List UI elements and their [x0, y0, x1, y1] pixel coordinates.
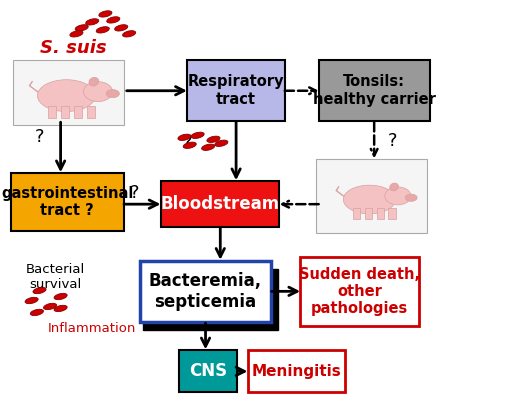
- Text: Bacterial
survival: Bacterial survival: [26, 263, 85, 291]
- Text: CNS: CNS: [189, 362, 227, 380]
- Bar: [376, 209, 384, 219]
- Text: Respiratory
tract: Respiratory tract: [188, 74, 284, 107]
- Ellipse shape: [37, 80, 95, 111]
- Text: ?: ?: [388, 132, 397, 150]
- Ellipse shape: [86, 19, 99, 25]
- Ellipse shape: [385, 187, 411, 205]
- Text: ?: ?: [182, 134, 192, 152]
- Bar: [365, 209, 372, 219]
- Ellipse shape: [207, 136, 220, 142]
- FancyBboxPatch shape: [143, 269, 278, 330]
- Text: S. suis: S. suis: [40, 39, 106, 57]
- Text: Tonsils:
healthy carrier: Tonsils: healthy carrier: [313, 74, 436, 107]
- Ellipse shape: [54, 293, 67, 300]
- Ellipse shape: [115, 25, 128, 31]
- Bar: [87, 105, 95, 117]
- Ellipse shape: [44, 303, 56, 310]
- FancyBboxPatch shape: [161, 181, 279, 227]
- Ellipse shape: [75, 25, 88, 31]
- Ellipse shape: [106, 90, 119, 98]
- Ellipse shape: [183, 142, 196, 148]
- Ellipse shape: [344, 185, 395, 214]
- Bar: [388, 209, 395, 219]
- FancyBboxPatch shape: [300, 257, 419, 326]
- FancyBboxPatch shape: [248, 350, 345, 392]
- Bar: [61, 105, 69, 117]
- Ellipse shape: [202, 144, 214, 150]
- FancyBboxPatch shape: [187, 60, 285, 121]
- Ellipse shape: [178, 134, 191, 140]
- Ellipse shape: [389, 183, 398, 191]
- Ellipse shape: [215, 140, 228, 146]
- FancyBboxPatch shape: [179, 350, 237, 392]
- Ellipse shape: [25, 297, 38, 304]
- Ellipse shape: [107, 17, 120, 23]
- FancyBboxPatch shape: [319, 60, 430, 121]
- Bar: [74, 105, 82, 117]
- Text: gastrointestinal
tract ?: gastrointestinal tract ?: [1, 186, 133, 218]
- Text: Inflammation: Inflammation: [48, 322, 136, 335]
- Ellipse shape: [84, 82, 113, 101]
- FancyBboxPatch shape: [11, 173, 124, 231]
- FancyBboxPatch shape: [140, 261, 271, 322]
- Ellipse shape: [96, 27, 109, 33]
- Ellipse shape: [89, 77, 99, 86]
- Text: Bloodstream: Bloodstream: [160, 195, 280, 213]
- Text: Sudden death,
other
pathologies: Sudden death, other pathologies: [299, 267, 420, 316]
- FancyBboxPatch shape: [13, 60, 124, 125]
- Ellipse shape: [70, 31, 83, 37]
- Ellipse shape: [405, 194, 417, 201]
- Text: ?: ?: [130, 184, 139, 202]
- Text: ?: ?: [35, 128, 44, 146]
- Ellipse shape: [31, 309, 43, 316]
- Ellipse shape: [123, 31, 135, 37]
- FancyBboxPatch shape: [316, 159, 427, 233]
- Ellipse shape: [191, 132, 204, 139]
- Ellipse shape: [99, 11, 112, 17]
- Ellipse shape: [33, 287, 46, 294]
- Bar: [48, 105, 56, 117]
- Text: Meningitis: Meningitis: [251, 364, 341, 378]
- Bar: [353, 209, 360, 219]
- Text: Bacteremia,
septicemia: Bacteremia, septicemia: [149, 272, 262, 311]
- Ellipse shape: [54, 305, 67, 312]
